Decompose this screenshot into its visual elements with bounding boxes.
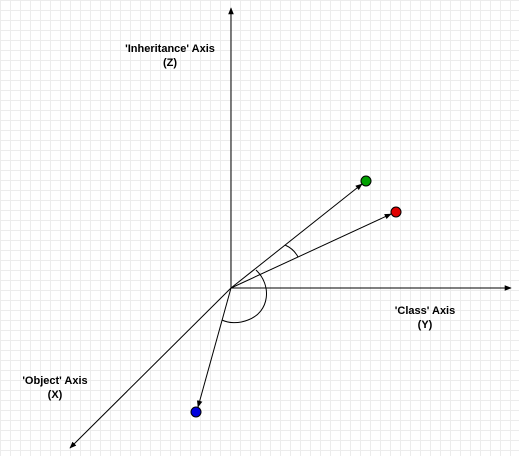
y-axis-name: 'Class' Axis	[394, 305, 456, 317]
vector-red	[230, 213, 392, 289]
vector-green	[230, 183, 363, 289]
red-point	[390, 206, 402, 218]
x-axis-label: 'Object' Axis (X)	[5, 374, 105, 402]
z-axis-label: 'Inheritance' Axis (Z)	[110, 42, 230, 70]
z-axis-letter: (Z)	[162, 57, 178, 69]
angle-arc-green-red	[284, 244, 299, 258]
z-axis-name: 'Inheritance' Axis	[125, 43, 215, 55]
y-axis-letter: (Y)	[417, 319, 433, 331]
angle-arc-y-blue	[221, 269, 267, 324]
vector-blue	[196, 287, 232, 408]
green-point	[360, 175, 372, 187]
x-axis-line	[69, 287, 232, 449]
y-axis-label: 'Class' Axis (Y)	[370, 304, 480, 332]
x-axis-name: 'Object' Axis	[22, 375, 88, 387]
x-axis-letter: (X)	[47, 389, 63, 401]
blue-point	[190, 406, 202, 418]
